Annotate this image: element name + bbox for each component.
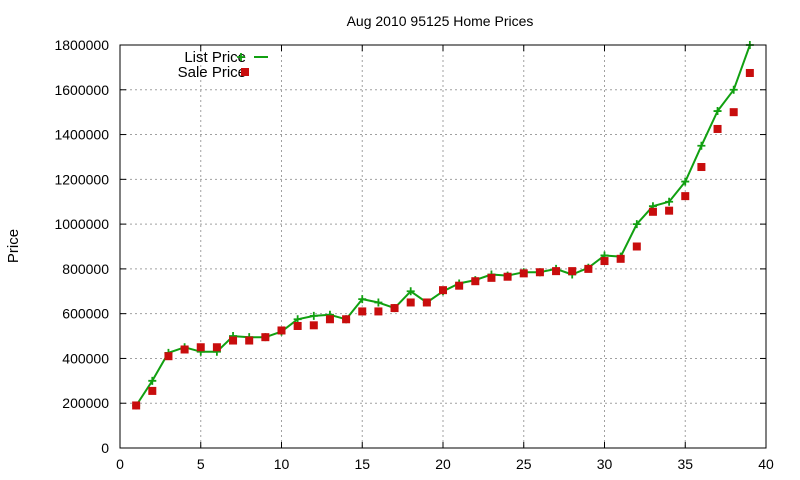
sale-price-point	[148, 386, 157, 395]
x-tick-label: 30	[597, 456, 613, 472]
x-tick-label: 40	[758, 456, 774, 472]
sale-price-point	[455, 281, 464, 290]
sale-price-point	[132, 401, 141, 410]
sale-price-point	[245, 336, 254, 345]
sale-price-point	[164, 352, 173, 361]
list-price-point	[293, 315, 302, 324]
sale-price-point	[503, 272, 512, 281]
x-tick-label: 35	[677, 456, 693, 472]
sale-price-point	[422, 298, 431, 307]
x-tick-label: 15	[354, 456, 370, 472]
list-price-point	[358, 295, 367, 304]
tick-layer: 0 5 10 15 20 25 30 35 40 0 200000 400000 600000 80000…	[54, 37, 774, 472]
sale-price-point	[568, 267, 577, 276]
y-tick-label: 1600000	[54, 82, 109, 98]
sale-price-point	[584, 264, 593, 273]
sale-price-point	[342, 315, 351, 324]
sale-price-point	[293, 321, 302, 330]
list-price-point	[148, 376, 157, 385]
sale-price-point	[374, 307, 383, 316]
sale-price-point	[390, 304, 399, 313]
sale-price-point	[729, 108, 738, 117]
list-price-point	[632, 220, 641, 229]
y-tick-label: 600000	[62, 306, 109, 322]
x-tick-label: 0	[116, 456, 124, 472]
sale-price-point	[196, 343, 205, 352]
sale-price-point	[713, 124, 722, 133]
y-tick-label: 0	[101, 440, 109, 456]
legend-label: Sale Price	[178, 64, 246, 81]
sale-price-point	[616, 254, 625, 263]
sale-price-point	[309, 321, 318, 330]
x-tick-label: 10	[274, 456, 290, 472]
sale-price-point	[406, 298, 415, 307]
sale-price-point	[229, 336, 238, 345]
series-sale-price	[132, 68, 754, 410]
legend-square-marker	[241, 68, 249, 76]
sale-price-point	[439, 286, 447, 295]
sale-price-point	[745, 68, 754, 77]
x-tick-label: 20	[435, 456, 451, 472]
chart-title: Aug 2010 95125 Home Prices	[347, 13, 534, 29]
y-axis-label: Price	[5, 229, 22, 263]
sale-price-point	[212, 343, 221, 352]
sale-price-point	[665, 206, 674, 215]
sale-price-point	[648, 207, 657, 216]
y-tick-label: 200000	[62, 395, 109, 411]
sale-price-point	[325, 315, 334, 324]
sale-price-point	[697, 163, 706, 172]
legend-label: List Price	[184, 49, 246, 66]
list-price-point	[697, 141, 706, 150]
x-tick-label: 25	[516, 456, 532, 472]
sale-price-point	[632, 242, 641, 251]
sale-price-point	[600, 257, 609, 266]
list-price-point	[374, 298, 383, 307]
sale-price-point	[261, 333, 270, 342]
grid-layer	[120, 45, 766, 448]
sale-price-point	[535, 268, 544, 277]
sale-price-point	[471, 277, 480, 286]
y-tick-label: 1000000	[54, 216, 109, 232]
legend-plus-marker	[237, 53, 245, 61]
list-price-point	[309, 311, 318, 320]
sale-price-point	[552, 267, 561, 276]
sale-price-point	[358, 307, 367, 316]
sale-price-point	[681, 192, 690, 201]
sale-price-point	[519, 269, 528, 278]
list-price-point	[406, 287, 415, 296]
list-price-point	[729, 85, 738, 94]
y-tick-label: 1400000	[54, 127, 109, 143]
sale-price-point	[487, 273, 496, 282]
sale-price-point	[180, 345, 189, 354]
list-price-point	[713, 107, 722, 116]
y-tick-label: 400000	[62, 350, 109, 366]
x-tick-label: 5	[197, 456, 205, 472]
list-price-point	[665, 197, 674, 206]
y-tick-label: 800000	[62, 261, 109, 277]
list-price-point	[681, 177, 690, 186]
sale-price-point	[277, 326, 286, 335]
y-tick-label: 1800000	[54, 37, 109, 53]
y-tick-label: 1200000	[54, 171, 109, 187]
series-layer	[132, 41, 754, 410]
